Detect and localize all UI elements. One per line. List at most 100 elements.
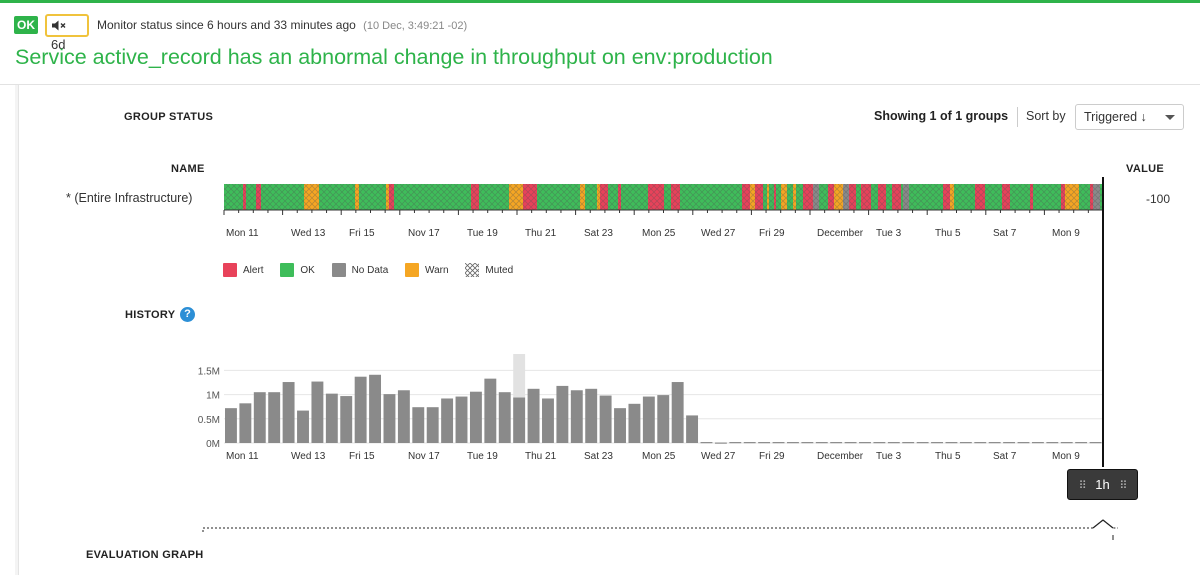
timeline-tick-label: Mon 25 (642, 228, 676, 239)
history-bar[interactable] (397, 390, 410, 443)
history-bar[interactable] (282, 382, 295, 443)
history-bar[interactable] (642, 396, 655, 443)
x-tick-label: Mon 9 (1052, 451, 1080, 462)
question-circle-icon[interactable]: ? (180, 307, 195, 322)
timeline-tick-label: Thu 21 (525, 228, 557, 239)
history-bar[interactable] (297, 410, 309, 443)
x-tick-label: Sat 23 (584, 451, 613, 462)
history-bar[interactable] (1031, 442, 1044, 444)
history-bar[interactable] (786, 442, 799, 444)
history-bar[interactable] (758, 442, 771, 444)
history-bar[interactable] (801, 442, 814, 444)
history-bar[interactable] (1089, 442, 1102, 444)
history-bar[interactable] (1075, 442, 1088, 444)
history-bar[interactable] (484, 378, 497, 443)
history-bar[interactable] (873, 442, 886, 444)
history-bar[interactable] (253, 392, 266, 443)
history-bar[interactable] (916, 442, 929, 444)
history-bar[interactable] (671, 382, 684, 443)
status-timeline[interactable]: Mon 11 Wed 13 Fri 15 Nov 17 Tue 19 Thu 21 Sat … (0, 0, 1200, 250)
history-bar[interactable] (729, 442, 742, 444)
status-timestamp: (10 Dec, 3:49:21 -02) (363, 20, 468, 32)
history-bar[interactable] (686, 415, 699, 443)
history-bar[interactable] (959, 442, 972, 444)
history-bar[interactable] (657, 395, 670, 443)
history-bar[interactable] (844, 442, 857, 444)
history-bar[interactable] (830, 442, 843, 444)
history-bar[interactable] (614, 408, 626, 443)
history-bar[interactable] (599, 395, 612, 443)
history-bar[interactable] (441, 398, 454, 443)
sort-select[interactable]: Triggered ↓ (1075, 104, 1184, 130)
y-tick-label: 0.5M (198, 415, 220, 426)
legend-warn: Warn (405, 263, 449, 277)
x-tick-label: Mon 25 (642, 451, 676, 462)
history-bar[interactable] (340, 396, 353, 443)
history-bar[interactable] (369, 374, 382, 443)
legend-swatch (280, 263, 295, 277)
x-tick-label: Mon 11 (226, 451, 259, 462)
history-bar[interactable] (426, 407, 439, 443)
history-bar[interactable] (311, 381, 324, 443)
timeline-tick-label: Tue 19 (467, 228, 498, 239)
history-bar[interactable] (1017, 442, 1030, 444)
history-bar[interactable] (498, 392, 511, 443)
mute-duration: 6d (51, 37, 66, 52)
history-bar[interactable] (700, 442, 713, 444)
time-cursor-line[interactable] (1102, 177, 1104, 467)
history-bar[interactable] (570, 390, 583, 443)
timespan-handle[interactable]: ⠿ 1h ⠿ (1067, 469, 1138, 500)
timeline-tick-label: Nov 17 (408, 228, 440, 239)
history-bar[interactable] (225, 408, 237, 443)
history-bar[interactable] (1003, 442, 1016, 444)
history-bar[interactable] (945, 442, 958, 444)
timeline-tick-label: Mon 9 (1052, 228, 1080, 239)
history-bar[interactable] (815, 442, 828, 444)
group-value: -100 (1146, 192, 1171, 206)
history-bar[interactable] (988, 442, 1001, 444)
history-bar[interactable] (902, 442, 915, 444)
timeline-tick-label: December (817, 228, 864, 239)
history-bar[interactable] (239, 403, 252, 443)
evaluation-range-bracket[interactable] (0, 510, 1200, 545)
history-bar[interactable] (325, 393, 338, 443)
history-bar[interactable] (527, 388, 540, 443)
x-tick-label: Thu 21 (525, 451, 557, 462)
history-bar[interactable] (542, 398, 554, 443)
legend-label: OK (300, 265, 315, 276)
history-bar[interactable] (931, 442, 943, 444)
history-bar[interactable] (1060, 442, 1073, 444)
sort-label: Sort by (1026, 109, 1066, 123)
history-bar[interactable] (743, 442, 756, 444)
history-bar[interactable] (383, 394, 396, 443)
history-bar[interactable] (628, 403, 641, 443)
legend-swatch (331, 263, 346, 277)
history-bar[interactable] (469, 391, 482, 443)
history-bar[interactable] (859, 442, 871, 444)
history-bar[interactable] (887, 442, 900, 444)
mute-badge[interactable]: 6d (45, 14, 89, 52)
history-bar[interactable] (772, 442, 785, 444)
history-bar[interactable] (455, 396, 468, 443)
timespan-label: 1h (1095, 477, 1110, 492)
x-tick-label: Nov 17 (408, 451, 440, 462)
history-chart[interactable]: 0M 0.5M 1M 1.5M Mon 11 Wed 13 Fri 15 Nov 17 Tue… (0, 340, 1200, 470)
history-bar[interactable] (513, 397, 526, 443)
group-name[interactable]: * (Entire Infrastructure) (66, 191, 193, 205)
history-bars (225, 354, 1102, 444)
x-tick-label: Tue 3 (876, 451, 902, 462)
history-bar[interactable] (714, 442, 727, 444)
history-bar[interactable] (974, 442, 987, 444)
history-bar[interactable] (354, 376, 367, 443)
history-bar[interactable] (585, 388, 598, 443)
status-legend: Alert OK No Data Warn Muted (223, 263, 527, 277)
x-tick-label: December (817, 451, 864, 462)
y-tick-label: 1M (206, 391, 220, 402)
history-bar[interactable] (268, 392, 281, 443)
status-top-border (0, 0, 1200, 3)
history-bar[interactable] (1046, 442, 1059, 444)
history-bar[interactable] (556, 385, 569, 443)
chevron-down-icon (1165, 115, 1175, 120)
legend-label: Alert (243, 265, 264, 276)
history-bar[interactable] (412, 407, 425, 443)
